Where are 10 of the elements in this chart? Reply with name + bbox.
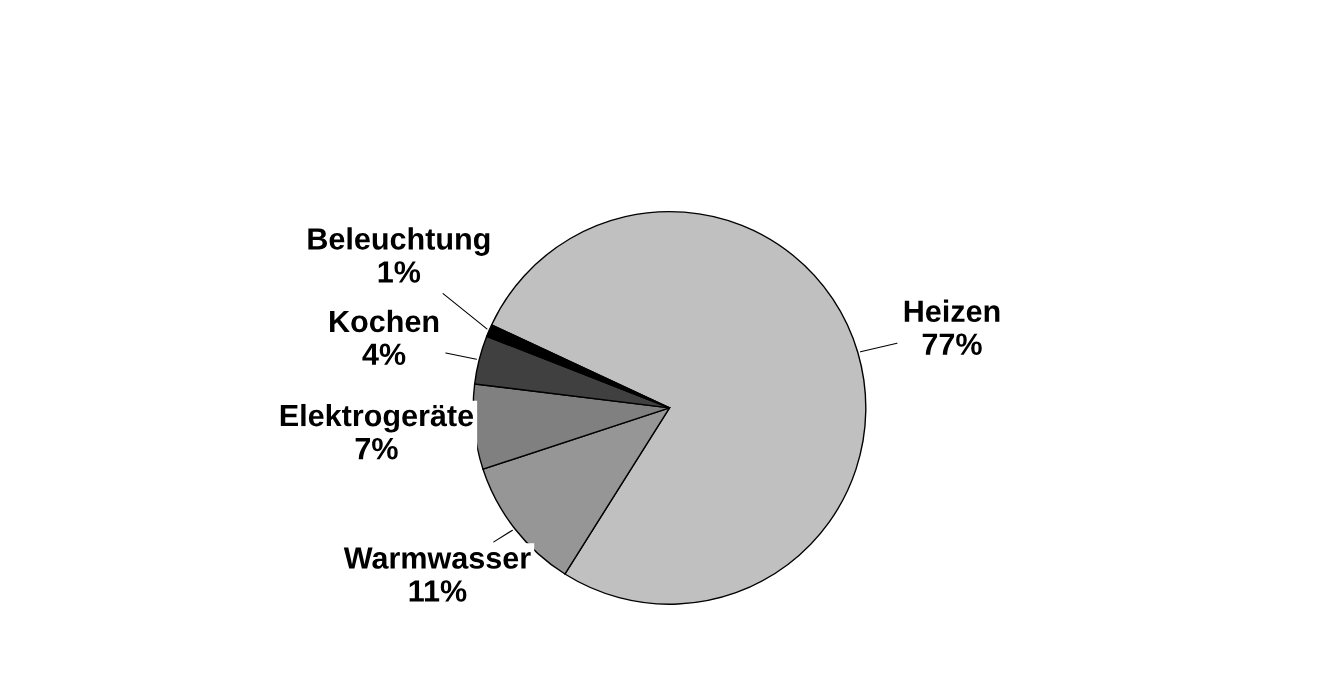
slice-label: Beleuchtung [308, 227, 490, 256]
data-label: 77% [922, 333, 982, 355]
slice-label: Elektrogeräte [280, 403, 474, 433]
data-label: 1% [378, 261, 421, 283]
data-label: 4% [362, 343, 406, 366]
slice-label: Warmwasser [343, 547, 531, 569]
slice-label: Heizen [904, 299, 1000, 323]
data-label: 7% [355, 437, 398, 460]
slice-label: Kochen [330, 309, 439, 333]
data-label: 11% [409, 580, 467, 602]
